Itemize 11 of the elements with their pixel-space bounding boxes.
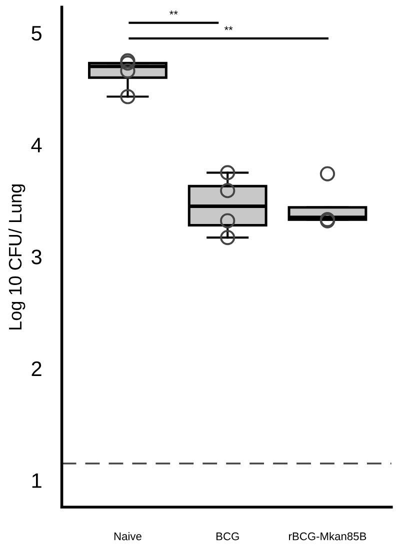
annotation: **	[170, 10, 178, 15]
y-tick-label: 3	[32, 250, 42, 264]
y-tick-label: 5	[32, 26, 42, 41]
y-tick-label: 1	[32, 473, 42, 488]
x-tick-label: Naive	[114, 532, 142, 540]
y-axis-title: Log 10 CFU/ Lung	[8, 184, 26, 330]
x-tick-label: BCG	[216, 532, 239, 540]
y-tick-label: 4	[31, 138, 42, 152]
y-tick-label: 2	[32, 361, 42, 376]
annotation: **	[224, 26, 233, 30]
x-tick-label: rBCG-Mkan85B	[289, 532, 366, 540]
